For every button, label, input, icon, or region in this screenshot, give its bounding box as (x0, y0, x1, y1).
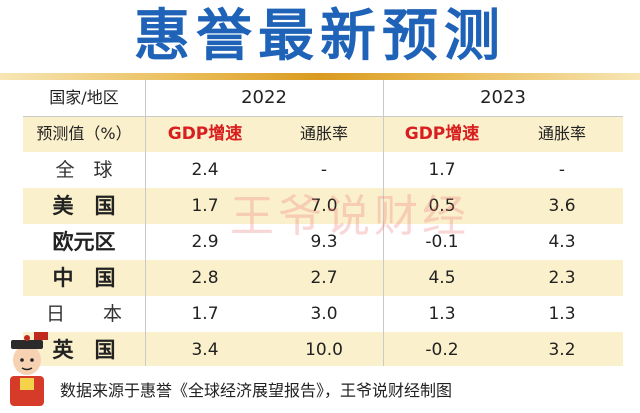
value-header: 预测值（%） (36, 124, 132, 143)
inflation-2022-header: 通胀率 (299, 124, 348, 143)
region-header: 国家/地区 (49, 88, 119, 107)
inflation-2022-value: 3.0 (310, 304, 338, 324)
gdp-2022-value: 2.9 (191, 232, 219, 252)
inflation-2022-value: 7.0 (310, 196, 338, 216)
inflation-2023-value: 4.3 (548, 232, 576, 252)
gdp-2023-value: 1.3 (428, 304, 456, 324)
inflation-2022-value: 10.0 (305, 340, 343, 360)
inflation-2023-value: 3.2 (548, 340, 576, 360)
inflation-2023-value: - (558, 160, 566, 180)
grid-line (23, 116, 623, 117)
header-row-metrics: 预测值（%） GDP增速 通胀率 GDP增速 通胀率 (23, 116, 623, 152)
gdp-2022-value: 3.4 (191, 340, 219, 360)
gdp-2023-value: 4.5 (428, 268, 456, 288)
inflation-2022-value: - (320, 160, 328, 180)
gdp-2023-value: 1.7 (428, 160, 456, 180)
gdp-2022-value: 1.7 (191, 196, 219, 216)
region-name: 日 本 (45, 303, 122, 325)
region-name: 欧元区 (52, 230, 116, 254)
gdp-2023-header: GDP增速 (404, 124, 480, 144)
source-note: 数据来源于惠誉《全球经济展望报告》，王爷说财经制图 (60, 381, 453, 400)
grid-line (383, 80, 384, 366)
inflation-2022-value: 2.7 (310, 268, 338, 288)
inflation-2023-header: 通胀率 (537, 124, 586, 143)
gdp-2023-value: -0.1 (425, 232, 459, 252)
gdp-2023-value: 0.5 (428, 196, 456, 216)
year-2023-header: 2023 (480, 87, 526, 108)
gdp-2022-value: 2.4 (191, 160, 219, 180)
table-row: 欧元区 2.9 9.3 -0.1 4.3 (23, 224, 623, 260)
gdp-2023-value: -0.2 (425, 340, 459, 360)
table-row: 日 本 1.7 3.0 1.3 1.3 (23, 296, 623, 332)
region-name: 中 国 (52, 266, 116, 290)
year-2022-header: 2022 (241, 87, 287, 108)
inflation-2022-value: 9.3 (310, 232, 338, 252)
region-name: 美 国 (52, 194, 116, 218)
gdp-2022-value: 1.7 (191, 304, 219, 324)
forecast-table: 国家/地区 2022 2023 预测值（%） GDP增速 通胀率 GDP增速 通… (23, 80, 623, 366)
table-row: 美 国 1.7 7.0 0.5 3.6 (23, 188, 623, 224)
grid-line (145, 80, 146, 366)
region-name: 全 球 (55, 159, 113, 181)
page-title: 惠誉最新预测 (134, 4, 506, 69)
table-row: 英 国 3.4 10.0 -0.2 3.2 (23, 332, 623, 366)
cartoon-official-icon (10, 332, 48, 406)
inflation-2023-value: 1.3 (548, 304, 576, 324)
gdp-2022-value: 2.8 (191, 268, 219, 288)
table-row: 全 球 2.4 - 1.7 - (23, 152, 623, 188)
region-name: 英 国 (52, 338, 116, 362)
title-divider (0, 73, 640, 80)
table-row: 中 国 2.8 2.7 4.5 2.3 (23, 260, 623, 296)
inflation-2023-value: 2.3 (548, 268, 576, 288)
header-row-years: 国家/地区 2022 2023 (23, 80, 623, 116)
inflation-2023-value: 3.6 (548, 196, 576, 216)
gdp-2022-header: GDP增速 (167, 124, 243, 144)
